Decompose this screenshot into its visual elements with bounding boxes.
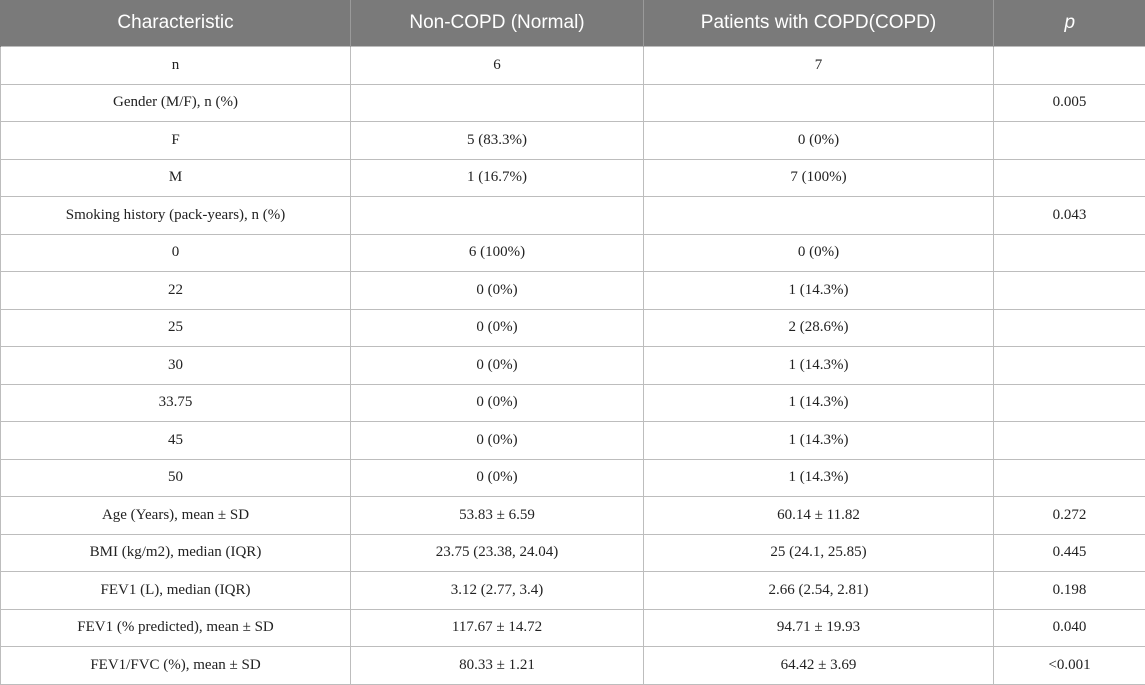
cell-p-value: [994, 47, 1145, 85]
cell-p-value: 0.198: [994, 572, 1145, 610]
cell-copd: 1 (14.3%): [644, 347, 994, 385]
cell-characteristic: 30: [1, 347, 351, 385]
cell-copd: 1 (14.3%): [644, 384, 994, 422]
table-row: n 6 7: [1, 47, 1145, 85]
cell-p-value: 0.005: [994, 84, 1145, 122]
cell-p-value: [994, 122, 1145, 160]
cell-p-value: [994, 459, 1145, 497]
cell-copd: 25 (24.1, 25.85): [644, 534, 994, 572]
table-row: FEV1 (% predicted), mean ± SD 117.67 ± 1…: [1, 609, 1145, 647]
cell-copd: 0 (0%): [644, 234, 994, 272]
cell-p-value: [994, 234, 1145, 272]
table-row: 25 0 (0%) 2 (28.6%): [1, 309, 1145, 347]
header-characteristic: Characteristic: [1, 0, 351, 47]
cell-characteristic: 25: [1, 309, 351, 347]
cell-copd: [644, 197, 994, 235]
cell-non-copd: 23.75 (23.38, 24.04): [351, 534, 644, 572]
cell-non-copd: 0 (0%): [351, 459, 644, 497]
table-row: 30 0 (0%) 1 (14.3%): [1, 347, 1145, 385]
cell-p-value: [994, 422, 1145, 460]
table-row: BMI (kg/m2), median (IQR) 23.75 (23.38, …: [1, 534, 1145, 572]
cell-non-copd: 0 (0%): [351, 422, 644, 460]
cell-copd: 60.14 ± 11.82: [644, 497, 994, 535]
cell-characteristic: n: [1, 47, 351, 85]
header-copd: Patients with COPD(COPD): [644, 0, 994, 47]
cell-characteristic: 0: [1, 234, 351, 272]
table-row: 50 0 (0%) 1 (14.3%): [1, 459, 1145, 497]
cell-p-value: 0.272: [994, 497, 1145, 535]
cell-copd: 2 (28.6%): [644, 309, 994, 347]
cell-non-copd: 0 (0%): [351, 384, 644, 422]
table-header: Characteristic Non-COPD (Normal) Patient…: [1, 0, 1145, 47]
cell-copd: 7 (100%): [644, 159, 994, 197]
table-row: Age (Years), mean ± SD 53.83 ± 6.59 60.1…: [1, 497, 1145, 535]
cell-non-copd: 117.67 ± 14.72: [351, 609, 644, 647]
cell-copd: 1 (14.3%): [644, 422, 994, 460]
cell-p-value: 0.040: [994, 609, 1145, 647]
cell-p-value: <0.001: [994, 647, 1145, 685]
table-body: n 6 7 Gender (M/F), n (%) 0.005 F 5 (83.…: [1, 47, 1145, 685]
cell-characteristic: 22: [1, 272, 351, 310]
cell-non-copd: 53.83 ± 6.59: [351, 497, 644, 535]
cell-p-value: [994, 159, 1145, 197]
cell-non-copd: 0 (0%): [351, 347, 644, 385]
table-row: FEV1 (L), median (IQR) 3.12 (2.77, 3.4) …: [1, 572, 1145, 610]
cell-non-copd: 6: [351, 47, 644, 85]
cell-non-copd: 1 (16.7%): [351, 159, 644, 197]
cell-non-copd: [351, 84, 644, 122]
cell-p-value: [994, 384, 1145, 422]
cell-non-copd: 5 (83.3%): [351, 122, 644, 160]
table-row: 0 6 (100%) 0 (0%): [1, 234, 1145, 272]
cell-characteristic: M: [1, 159, 351, 197]
cell-characteristic: 50: [1, 459, 351, 497]
table-row: 33.75 0 (0%) 1 (14.3%): [1, 384, 1145, 422]
cell-non-copd: [351, 197, 644, 235]
table-row: Smoking history (pack-years), n (%) 0.04…: [1, 197, 1145, 235]
cell-characteristic: F: [1, 122, 351, 160]
table-row: 45 0 (0%) 1 (14.3%): [1, 422, 1145, 460]
cell-characteristic: 33.75: [1, 384, 351, 422]
cell-copd: 2.66 (2.54, 2.81): [644, 572, 994, 610]
cell-copd: 1 (14.3%): [644, 272, 994, 310]
cell-copd: 94.71 ± 19.93: [644, 609, 994, 647]
table-row: F 5 (83.3%) 0 (0%): [1, 122, 1145, 160]
cell-characteristic: Gender (M/F), n (%): [1, 84, 351, 122]
table-row: M 1 (16.7%) 7 (100%): [1, 159, 1145, 197]
cell-copd: [644, 84, 994, 122]
cell-copd: 7: [644, 47, 994, 85]
cell-characteristic: BMI (kg/m2), median (IQR): [1, 534, 351, 572]
header-non-copd: Non-COPD (Normal): [351, 0, 644, 47]
cell-non-copd: 0 (0%): [351, 272, 644, 310]
cell-p-value: 0.043: [994, 197, 1145, 235]
cell-p-value: 0.445: [994, 534, 1145, 572]
cell-characteristic: 45: [1, 422, 351, 460]
cell-characteristic: Smoking history (pack-years), n (%): [1, 197, 351, 235]
cell-p-value: [994, 272, 1145, 310]
header-p-value: p: [994, 0, 1145, 47]
cell-non-copd: 3.12 (2.77, 3.4): [351, 572, 644, 610]
cell-non-copd: 80.33 ± 1.21: [351, 647, 644, 685]
cell-characteristic: FEV1 (L), median (IQR): [1, 572, 351, 610]
table-row: FEV1/FVC (%), mean ± SD 80.33 ± 1.21 64.…: [1, 647, 1145, 685]
cell-p-value: [994, 309, 1145, 347]
cell-copd: 1 (14.3%): [644, 459, 994, 497]
table-row: 22 0 (0%) 1 (14.3%): [1, 272, 1145, 310]
cell-copd: 64.42 ± 3.69: [644, 647, 994, 685]
header-row: Characteristic Non-COPD (Normal) Patient…: [1, 0, 1145, 47]
cell-characteristic: Age (Years), mean ± SD: [1, 497, 351, 535]
table-row: Gender (M/F), n (%) 0.005: [1, 84, 1145, 122]
cell-p-value: [994, 347, 1145, 385]
cell-copd: 0 (0%): [644, 122, 994, 160]
cell-non-copd: 0 (0%): [351, 309, 644, 347]
cell-characteristic: FEV1/FVC (%), mean ± SD: [1, 647, 351, 685]
cell-characteristic: FEV1 (% predicted), mean ± SD: [1, 609, 351, 647]
cell-non-copd: 6 (100%): [351, 234, 644, 272]
